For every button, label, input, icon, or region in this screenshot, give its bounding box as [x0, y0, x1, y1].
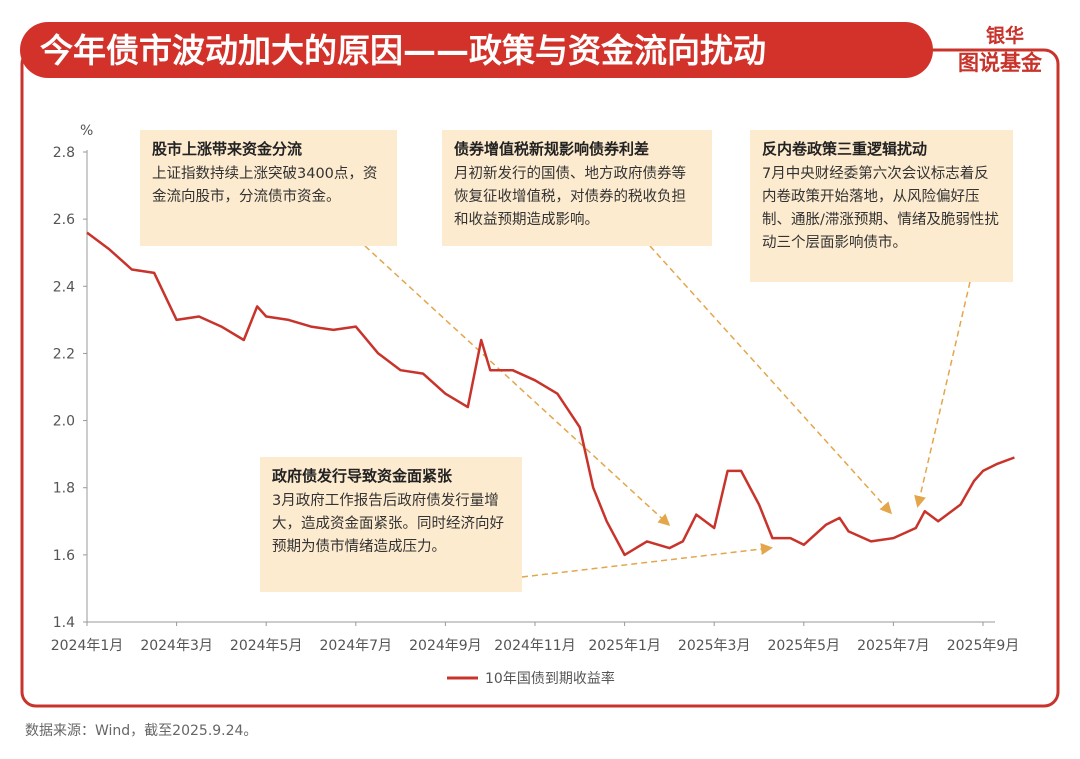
- annotation: 债券增值税新规影响债券利差月初新发行的国债、地方政府债券等恢复征收增值税，对债券…: [442, 130, 712, 246]
- x-tick-label: 2025年5月: [768, 638, 841, 654]
- annotation-title: 反内卷政策三重逻辑扰动: [762, 140, 928, 158]
- series-line: [86, 231, 1015, 557]
- x-tick-label: 2025年7月: [857, 638, 930, 654]
- y-tick-label: 1.6: [53, 548, 75, 564]
- x-tick-label: 2024年11月: [494, 638, 575, 654]
- annotation-text: 上证指数持续上涨突破3400点，资金流向股市，分流债市资金。: [152, 166, 378, 205]
- annotation-text: 7月中央财经委第六次会议标志着反内卷政策开始落地，从风险偏好压制、通胀/滞涨预期…: [762, 166, 999, 251]
- arrow: [649, 245, 893, 515]
- x-tick-label: 2024年3月: [140, 638, 213, 654]
- x-tick-label: 2025年9月: [947, 638, 1020, 654]
- x-tick-label: 2024年9月: [409, 638, 482, 654]
- annotation-title: 债券增值税新规影响债券利差: [454, 140, 650, 158]
- x-tick-label: 2024年1月: [51, 638, 124, 654]
- x-tick-label: 2025年1月: [588, 638, 661, 654]
- arrow: [364, 245, 671, 527]
- y-tick-label: 1.8: [53, 481, 75, 497]
- x-tick-label: 2025年3月: [678, 638, 751, 654]
- y-tick-label: 1.4: [53, 615, 75, 631]
- logo-sub: 图说基金: [958, 51, 1043, 75]
- chart-title: 今年债市波动加大的原因——政策与资金流向扰动: [40, 31, 766, 70]
- annotation-title: 政府债发行导致资金面紧张: [272, 467, 453, 485]
- y-unit: %: [80, 123, 93, 139]
- logo-brand: 银华: [986, 24, 1024, 47]
- y-tick-label: 2.8: [53, 145, 75, 161]
- legend-label: 10年国债到期收益率: [485, 670, 615, 687]
- arrow: [914, 281, 971, 508]
- title-bar: [20, 22, 934, 78]
- annotation: 反内卷政策三重逻辑扰动 7月中央财经委第六次会议标志着反内卷政策开始落地，从风险偏…: [750, 130, 1013, 282]
- annotation-text: 月初新发行的国债、地方政府债券等恢复征收增值税，对债券的税收负担和收益预期造成影…: [454, 166, 686, 228]
- source: 数据来源：Wind，截至2025.9.24。: [25, 723, 257, 739]
- annotation-title: 股市上涨带来资金分流: [152, 140, 303, 158]
- annotation: 股市上涨带来资金分流上证指数持续上涨突破3400点，资金流向股市，分流债市资金。: [140, 130, 397, 246]
- y-tick-label: 2.4: [53, 279, 75, 295]
- y-tick-label: 2.2: [53, 346, 75, 362]
- y-tick-label: 2.6: [53, 212, 75, 228]
- y-tick-label: 2.0: [53, 414, 75, 430]
- arrow: [521, 543, 773, 578]
- annotation-text: 3月政府工作报告后政府债发行量增大，造成资金面紧张。同时经济向好预期为债市情绪造…: [272, 493, 504, 555]
- x-tick-label: 2024年7月: [320, 638, 393, 654]
- x-tick-label: 2024年5月: [230, 638, 303, 654]
- annotation: 政府债发行导致资金面紧张 3月政府工作报告后政府债发行量增大，造成资金面紧张。同时…: [260, 457, 522, 592]
